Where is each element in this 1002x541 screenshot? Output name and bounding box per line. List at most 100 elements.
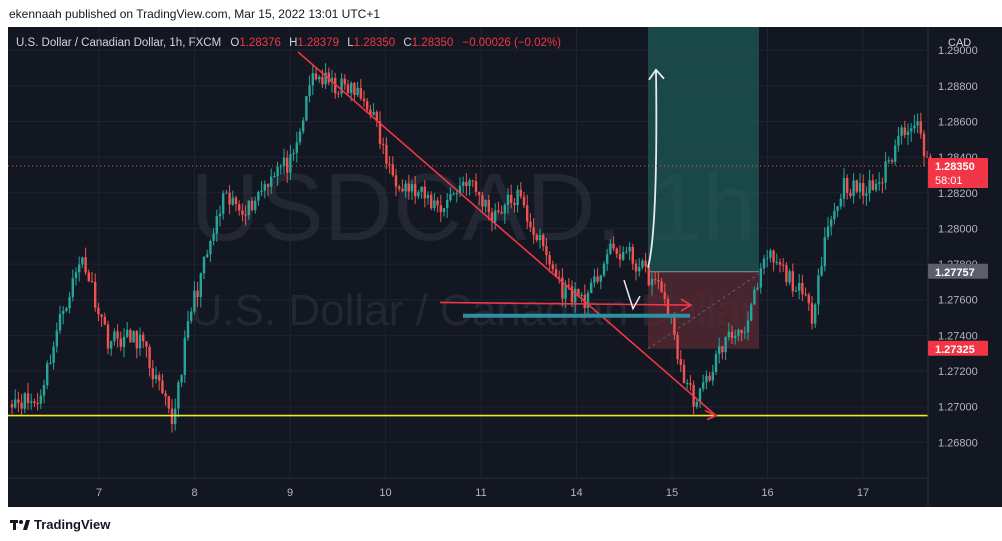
price-tick-label: 1.28600: [938, 116, 978, 128]
stop-zone: [648, 271, 759, 349]
candle-body: [132, 331, 135, 343]
candle-body: [78, 264, 81, 273]
price-tick-label: 1.27000: [938, 402, 978, 414]
candle-body: [615, 248, 618, 254]
candle-body: [42, 385, 46, 396]
candle-body: [836, 206, 839, 211]
time-tick-label: 16: [761, 487, 773, 499]
candle-body: [334, 77, 337, 94]
candle-body: [881, 182, 884, 184]
candle-body: [711, 372, 714, 381]
candle-body: [375, 112, 378, 122]
candle-body: [129, 329, 132, 343]
candle-body: [161, 380, 164, 394]
candle-body: [718, 346, 721, 355]
price-change: −0.00026 (−0.02%): [462, 37, 561, 49]
price-tick-label: 1.28800: [938, 81, 978, 93]
candle-body: [804, 294, 807, 296]
candle-body: [196, 290, 199, 298]
candle-body: [762, 258, 766, 269]
candle-body: [167, 396, 170, 409]
candle-body: [660, 281, 663, 293]
candle-body: [666, 298, 670, 317]
chart-area[interactable]: USDCAD, 1h U.S. Dollar / Canadian Dollar…: [8, 27, 1002, 507]
candle-body: [471, 180, 474, 182]
candlestick-chart[interactable]: USDCAD, 1h U.S. Dollar / Canadian Dollar…: [8, 27, 1002, 507]
candle-body: [193, 290, 196, 312]
price-tick-label: 1.26800: [938, 437, 978, 449]
candle-body: [695, 401, 698, 407]
candle-body: [385, 144, 388, 164]
candle-body: [769, 250, 772, 258]
candle-body: [442, 208, 446, 213]
position-tool[interactable]: [647, 27, 760, 350]
candle-body: [750, 304, 753, 321]
candle-body: [46, 363, 49, 386]
candle-body: [353, 82, 356, 96]
candle-body: [506, 194, 510, 206]
ohlc-c-key: C: [403, 37, 411, 49]
candle-body: [158, 375, 161, 381]
candle-body: [359, 87, 362, 99]
price-tick-label: 1.27400: [938, 330, 978, 342]
candle-body: [590, 282, 593, 293]
candle-body: [542, 234, 545, 247]
candle-body: [420, 186, 423, 192]
candle-body: [391, 164, 394, 176]
time-tick-label: 8: [191, 487, 197, 499]
candle-body: [890, 160, 894, 162]
time-tick-label: 9: [287, 487, 293, 499]
candle-body: [631, 246, 634, 264]
candle-body: [513, 202, 516, 206]
candle-body: [356, 87, 359, 96]
candle-body: [311, 73, 314, 86]
candle-body: [852, 180, 855, 196]
candle-body: [279, 166, 282, 168]
candle-body: [916, 121, 919, 126]
price-axis[interactable]: 1.290001.288001.286001.284001.282001.280…: [938, 45, 978, 449]
candle-body: [503, 205, 506, 214]
candle-body: [337, 93, 340, 95]
candle-body: [657, 280, 660, 282]
candle-body: [602, 263, 606, 276]
time-axis[interactable]: 7 8 9 10 11 14 15 16 17: [96, 487, 869, 499]
candle-body: [922, 133, 926, 157]
price-tag-value: 1.28350: [935, 161, 975, 173]
candle-body: [49, 362, 52, 364]
candle-body: [593, 276, 596, 283]
candle-body: [548, 255, 551, 265]
drawings[interactable]: [8, 51, 928, 421]
candle-body: [74, 272, 78, 279]
candle-body: [446, 199, 449, 209]
candle-body: [570, 286, 574, 303]
candle-body: [740, 329, 743, 333]
candle-body: [494, 210, 497, 222]
symbol-name: U.S. Dollar / Canadian Dollar, 1h, FXCM: [16, 37, 221, 49]
candle-body: [497, 210, 500, 212]
candle-body: [833, 210, 836, 220]
candle-body: [862, 182, 865, 196]
tradingview-logo[interactable]: TradingView: [10, 517, 110, 532]
candle-body: [689, 382, 692, 385]
candle-body: [154, 375, 158, 380]
candle-body: [324, 72, 327, 85]
candle-body: [52, 346, 55, 363]
price-tag-bg: [928, 158, 988, 189]
candle-body: [919, 121, 922, 134]
candle-body: [30, 401, 33, 403]
candle-body: [382, 143, 385, 145]
candle-body: [823, 237, 826, 267]
candle-body: [510, 194, 513, 203]
candle-body: [458, 185, 462, 194]
candle-body: [577, 288, 580, 296]
candle-body: [810, 303, 814, 324]
candle-body: [305, 95, 308, 121]
candle-body: [612, 243, 615, 249]
candle-body: [222, 193, 225, 214]
candle-body: [743, 332, 746, 334]
candle-body: [778, 262, 782, 265]
candle-body: [23, 393, 26, 409]
tradingview-logo-text: TradingView: [34, 517, 111, 532]
candle-body: [426, 194, 430, 199]
candle-body: [97, 307, 100, 315]
